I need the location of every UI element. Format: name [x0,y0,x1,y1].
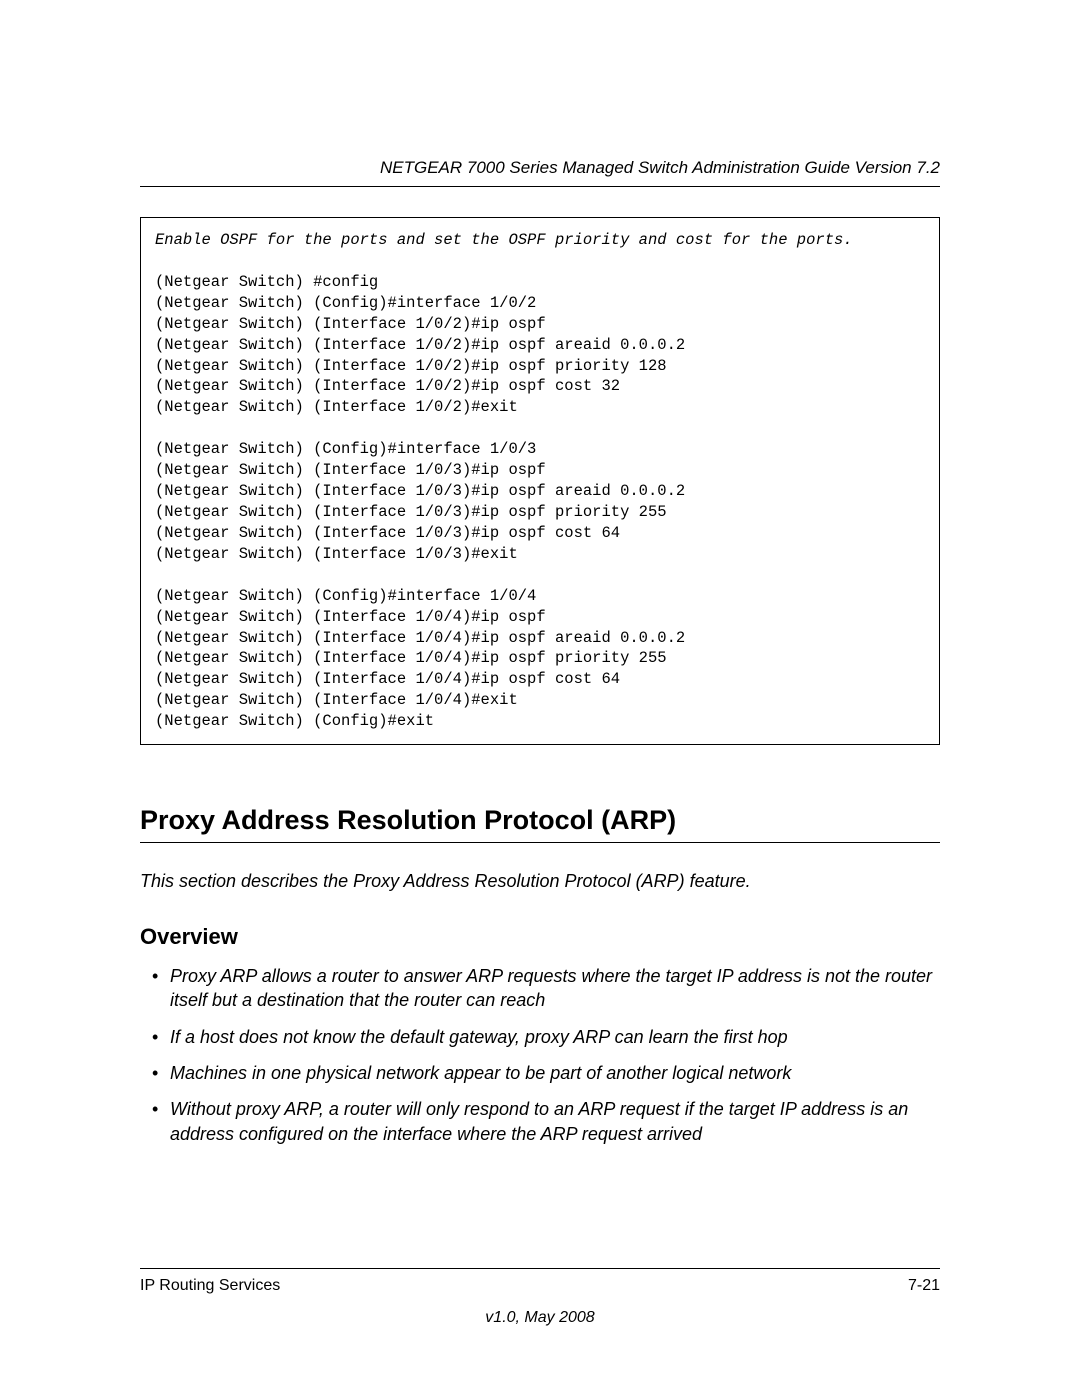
overview-bullet-item: Machines in one physical network appear … [140,1061,940,1085]
footer-rule [140,1268,940,1269]
footer-line: IP Routing Services 7-21 [140,1277,940,1295]
subsection-heading-overview: Overview [140,924,940,950]
overview-bullet-item: If a host does not know the default gate… [140,1025,940,1049]
cli-code-block: Enable OSPF for the ports and set the OS… [140,217,940,745]
overview-bullet-item: Proxy ARP allows a router to answer ARP … [140,964,940,1013]
section-heading-arp: Proxy Address Resolution Protocol (ARP) [140,805,940,843]
document-page: NETGEAR 7000 Series Managed Switch Admin… [0,0,1080,1397]
overview-bullet-item: Without proxy ARP, a router will only re… [140,1097,940,1146]
footer-version: v1.0, May 2008 [140,1309,940,1327]
section-intro: This section describes the Proxy Address… [140,871,940,892]
code-comment: Enable OSPF for the ports and set the OS… [155,231,853,249]
page-header-title: NETGEAR 7000 Series Managed Switch Admin… [140,158,940,187]
footer-left: IP Routing Services [140,1277,280,1295]
page-footer: IP Routing Services 7-21 v1.0, May 2008 [140,1268,940,1327]
footer-right: 7-21 [908,1277,940,1295]
code-body: (Netgear Switch) #config (Netgear Switch… [155,273,685,730]
overview-bullet-list: Proxy ARP allows a router to answer ARP … [140,964,940,1146]
